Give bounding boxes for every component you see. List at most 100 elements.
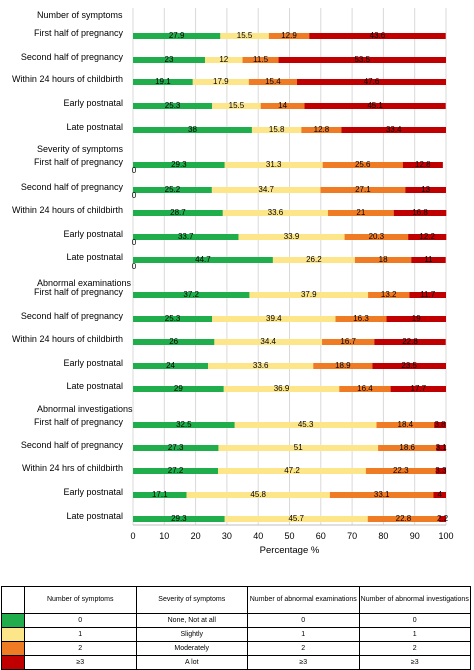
data-label: 3.8 (434, 420, 446, 429)
legend-cell: 1 (247, 627, 360, 642)
data-label: 11.5 (253, 55, 269, 64)
bar-segment (242, 57, 279, 63)
bar-segment (320, 187, 406, 193)
legend-cell: 2 (358, 641, 471, 656)
legend-row: ≥3 A lot ≥3 ≥3 (1, 655, 471, 670)
bar-segment (133, 234, 239, 240)
data-label: 13.2 (381, 290, 397, 299)
legend-cell: ≥3 (247, 655, 360, 670)
bar-segment (390, 386, 446, 392)
group-title: Abnormal examinations (37, 278, 132, 288)
bar-segment (133, 103, 213, 109)
row-label: Within 24 hours of childbirth (12, 334, 123, 344)
data-label: 18 (379, 255, 388, 264)
legend-row: 1 Slightly 1 1 (1, 627, 471, 642)
data-label: 29 (174, 384, 183, 393)
bar-segment (192, 79, 249, 85)
data-label: 34.7 (258, 185, 274, 194)
bar-segment (249, 292, 369, 298)
zero-label: 0 (132, 191, 137, 200)
data-label: 27.1 (355, 185, 371, 194)
data-label: 12.8 (314, 125, 330, 134)
bar-segment (335, 316, 387, 322)
bar-segment (204, 57, 243, 63)
data-label: 3.1 (436, 443, 448, 452)
legend-row: 2 Moderately 2 2 (1, 641, 471, 656)
data-label: 16.3 (353, 314, 369, 323)
bar-segment (439, 516, 446, 522)
data-label: 15.4 (265, 77, 281, 86)
legend-cell: 2 (247, 641, 360, 656)
data-label: 37.9 (301, 290, 317, 299)
zero-label: 0 (132, 238, 137, 247)
legend-header-cell: Number of abnormal examinations (247, 586, 360, 614)
bar-segment (211, 187, 321, 193)
bar-segment (436, 445, 446, 451)
row-label: Within 24 hours of childbirth (12, 205, 123, 215)
row-label: Early postnatal (63, 358, 123, 368)
bar-segment (223, 386, 340, 392)
legend-swatch (1, 613, 25, 628)
bar-segment (133, 292, 250, 298)
bar-segment (133, 445, 219, 451)
data-label: 45.8 (250, 490, 266, 499)
legend-cell: 2 (24, 641, 137, 656)
row-label: Second half of pregnancy (21, 440, 124, 450)
row-label: Late postnatal (66, 511, 123, 521)
legend-header-blank (1, 586, 25, 614)
bar-segment (329, 492, 434, 498)
bar-segment (268, 33, 310, 39)
bar-segment (133, 339, 215, 345)
row-label: Late postnatal (66, 252, 123, 262)
bar-segment (322, 339, 375, 345)
bar-segment (301, 127, 342, 133)
row-label: Late postnatal (66, 381, 123, 391)
data-label: 17.7 (411, 384, 427, 393)
bar-segment (224, 162, 323, 168)
bar-segment (434, 422, 446, 428)
bar-segment (220, 33, 269, 39)
x-tick-label: 80 (378, 531, 388, 541)
bar-segment (376, 422, 435, 428)
x-axis-label: Percentage % (260, 545, 320, 556)
bar-segment (133, 492, 187, 498)
data-label: 13 (421, 185, 430, 194)
legend-cell: 1 (24, 627, 137, 642)
bar-segment (313, 363, 373, 369)
data-label: 18.9 (335, 361, 351, 370)
row-label: Second half of pregnancy (21, 311, 124, 321)
bar-segment (222, 210, 328, 216)
data-label: 44.7 (195, 255, 211, 264)
x-tick-label: 50 (284, 531, 294, 541)
legend-cell: ≥3 (358, 655, 471, 670)
row-label: First half of pregnancy (34, 28, 124, 38)
data-label: 17.9 (213, 77, 229, 86)
bar-segment (408, 234, 447, 240)
bar-segment (278, 57, 446, 63)
legend-cell: 0 (24, 613, 137, 628)
legend-table: Number of symptoms Severity of symptoms … (1, 586, 471, 670)
group-title: Abnormal investigations (37, 404, 133, 414)
legend-cell: Moderately (135, 641, 248, 656)
legend-swatch (1, 627, 25, 642)
group-title: Number of symptoms (37, 10, 123, 20)
bar-segment (133, 187, 212, 193)
data-label: 4 (438, 490, 443, 499)
data-label: 33.7 (178, 232, 194, 241)
data-label: 28.7 (170, 208, 186, 217)
data-label: 11.7 (420, 290, 436, 299)
row-label: Late postnatal (66, 122, 123, 132)
data-label: 15.5 (237, 31, 253, 40)
data-label: 29.3 (171, 514, 187, 523)
data-label: 22.3 (393, 466, 409, 475)
data-label: 18.6 (399, 443, 415, 452)
row-label: Early postnatal (63, 487, 123, 497)
data-label: 26.2 (306, 255, 322, 264)
bar-segment (339, 386, 391, 392)
data-label: 15.5 (229, 101, 245, 110)
data-label: 3.3 (435, 466, 447, 475)
row-label: First half of pregnancy (34, 157, 124, 167)
data-label: 16.8 (412, 208, 428, 217)
data-label: 38 (188, 125, 197, 134)
x-tick-label: 90 (410, 531, 420, 541)
